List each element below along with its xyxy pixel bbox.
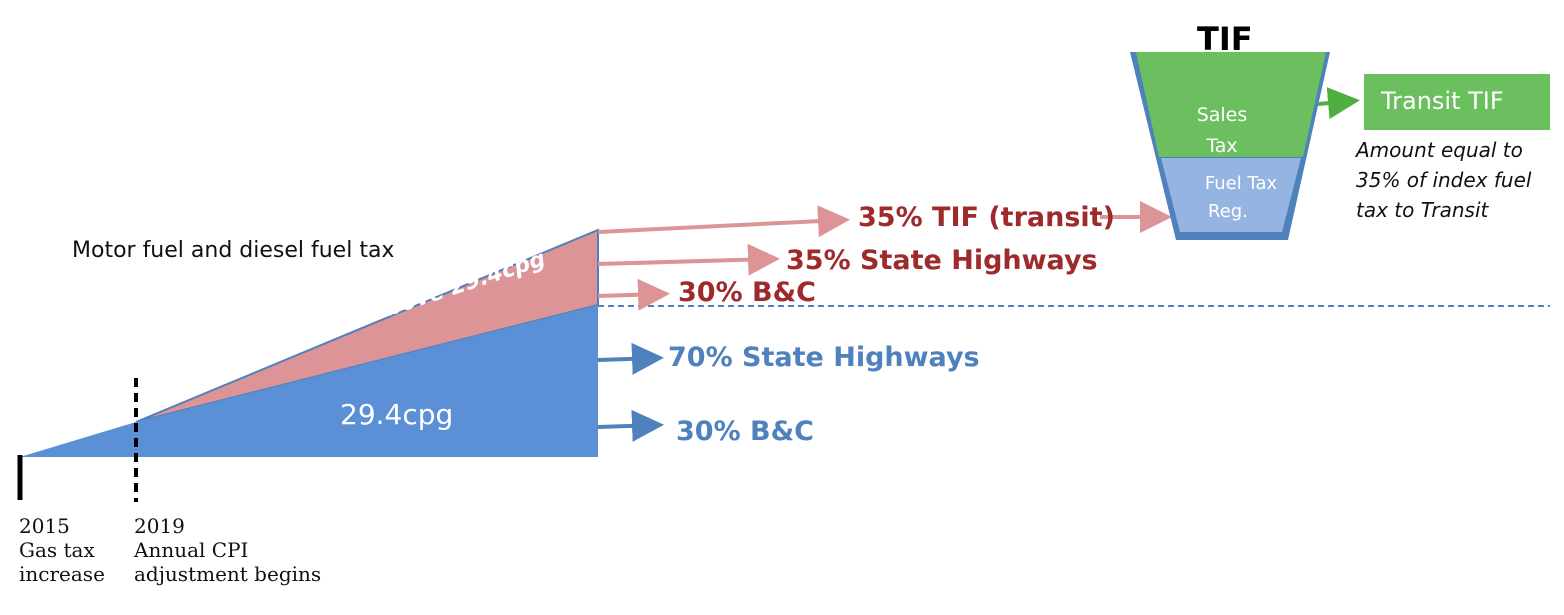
dest-bc-red: 30% B&C	[678, 277, 816, 308]
tif-sales-line1: Sales	[1196, 104, 1248, 126]
note-line3: tax to Transit	[1356, 198, 1489, 222]
tif-fuel-line1: Fuel Tax	[1204, 173, 1278, 194]
base-tax-area	[20, 305, 598, 457]
base-area-label: 29.4cpg	[340, 398, 454, 431]
tif-sales-tax-band	[1136, 52, 1326, 157]
diagram-title: Motor fuel and diesel fuel tax	[72, 238, 395, 263]
tif-fuel-line2: Reg.	[1208, 201, 1248, 222]
note-line1: Amount equal to	[1356, 138, 1523, 162]
timeline-2019-line1: Annual CPI	[134, 538, 249, 562]
timeline-2019-line2: adjustment begins	[134, 562, 322, 586]
arrow-tif-transit	[597, 205, 850, 238]
arrow-transit-tif	[1317, 87, 1360, 120]
arrow-state-highways-red	[597, 243, 780, 276]
dest-bc-blue: 30% B&C	[676, 416, 814, 447]
dest-state-highways-blue: 70% State Highways	[668, 342, 980, 373]
arrow-bc-blue	[597, 409, 664, 442]
transit-tif-label: Transit TIF	[1381, 87, 1504, 115]
dest-state-highways-red: 35% State Highways	[786, 245, 1098, 276]
tif-sales-tax-label: Sales Tax	[1182, 100, 1262, 162]
tif-title: TIF	[1197, 20, 1253, 58]
timeline-2019: 2019 Annual CPI adjustment begins	[134, 514, 321, 586]
timeline-2015-line1: Gas tax	[19, 538, 95, 562]
tif-fuel-tax-band	[1161, 158, 1301, 232]
timeline-2015-year: 2015	[19, 514, 70, 538]
transit-tif-box	[1364, 74, 1550, 130]
timeline-2019-year: 2019	[134, 514, 185, 538]
timeline-2015: 2015 Gas tax increase	[19, 514, 105, 586]
transit-note: Amount equal to 35% of index fuel tax to…	[1356, 135, 1556, 225]
dest-tif-transit: 35% TIF (transit)	[858, 202, 1115, 233]
tif-sales-line2: Tax	[1206, 135, 1238, 157]
arrow-bc-red	[597, 278, 670, 311]
timeline-2015-line2: increase	[19, 562, 105, 586]
tif-fuel-tax-label: Fuel Tax Reg.	[1186, 170, 1296, 226]
arrow-state-highways-blue	[597, 342, 664, 375]
note-line2: 35% of index fuel	[1356, 168, 1532, 192]
